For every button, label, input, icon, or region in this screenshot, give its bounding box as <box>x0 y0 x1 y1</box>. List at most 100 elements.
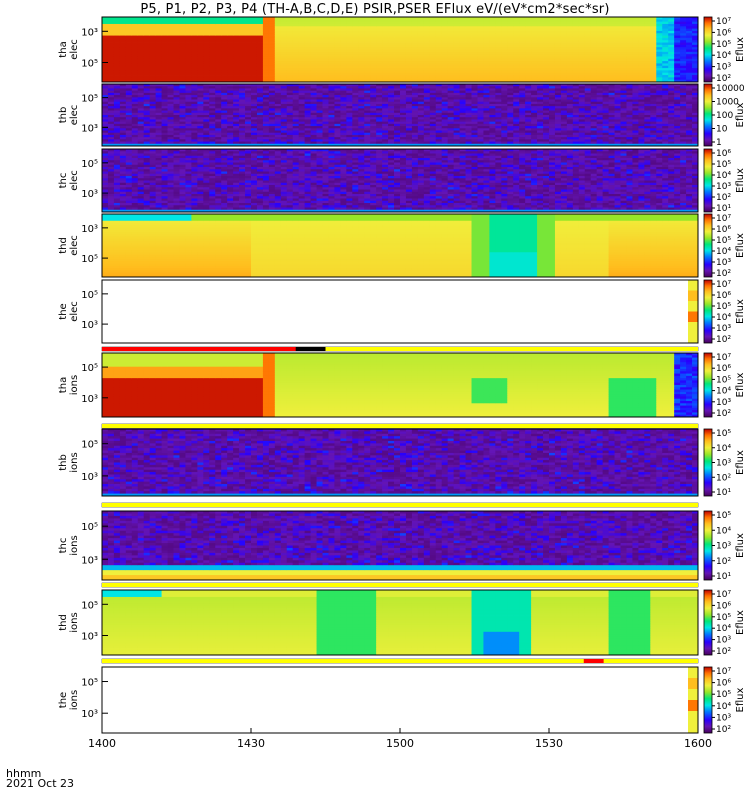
spectrogram-cell <box>334 97 341 100</box>
spectrogram-cell <box>173 112 180 116</box>
spectrogram-cell <box>358 143 365 147</box>
spectrogram-cell <box>650 37 657 41</box>
spectrogram-cell <box>400 19 407 23</box>
spectrogram-cell <box>554 68 562 71</box>
spectrogram-cell <box>519 143 526 147</box>
spectrogram-cell <box>459 28 466 32</box>
spectrogram-cell <box>161 88 168 92</box>
spectrogram-cell <box>310 143 317 147</box>
spectrogram-cell <box>537 126 544 129</box>
spectrogram-cell <box>334 99 341 103</box>
spectrogram-cell <box>149 26 157 30</box>
spectrogram-cell <box>376 30 383 34</box>
spectrogram-cell <box>310 56 317 60</box>
spectrogram-cell <box>674 49 681 53</box>
spectrogram-cell <box>459 23 466 27</box>
spectrogram-cell <box>495 106 502 109</box>
spectrogram-cell <box>149 47 157 50</box>
spectrogram-cell <box>102 117 109 120</box>
spectrogram-cell <box>572 49 580 53</box>
spectrogram-cell <box>537 123 544 127</box>
spectrogram-cell <box>668 77 675 81</box>
spectrogram-cell <box>102 123 109 127</box>
spectrogram-cell <box>405 143 413 147</box>
spectrogram-cell <box>400 126 407 129</box>
spectrogram-cell <box>614 28 621 32</box>
spectrogram-cell <box>137 44 145 48</box>
spectrogram-cell <box>191 61 198 64</box>
spectrogram-cell <box>489 126 496 129</box>
spectrogram-cell <box>531 92 538 96</box>
spectrogram-cell <box>292 68 300 71</box>
spectrogram-cell <box>334 37 341 41</box>
spectrogram-cell <box>364 79 371 83</box>
spectrogram-cell <box>119 86 127 89</box>
spectrogram-cell <box>560 17 568 20</box>
spectrogram-cell <box>376 117 383 120</box>
spectrogram-cell <box>155 92 162 96</box>
spectrogram-cell <box>256 54 264 57</box>
spectrogram-cell <box>435 130 443 134</box>
spectrogram-cell <box>477 108 484 111</box>
spectrogram-cell <box>352 19 359 23</box>
spectrogram-cell <box>435 75 443 78</box>
spectrogram-cell <box>668 65 675 69</box>
spectrogram-cell <box>382 47 389 50</box>
spectrogram-cell <box>501 88 508 92</box>
spectrogram-cell <box>608 49 615 53</box>
spectrogram-cell <box>525 75 532 78</box>
spectrogram-cell <box>113 79 121 83</box>
spectrogram-cell <box>537 90 544 94</box>
spectrogram-cell <box>262 19 270 23</box>
spectrogram-cell <box>608 65 615 69</box>
spectrogram-cell <box>268 117 276 120</box>
spectrogram-cell <box>405 86 413 89</box>
spectrogram-cell <box>507 115 514 118</box>
spectrogram-cell <box>376 77 383 81</box>
spectrogram-cell <box>602 40 609 43</box>
spectrogram-cell <box>501 141 508 145</box>
spectrogram-cell <box>125 70 133 74</box>
spectrogram-cell <box>149 128 157 131</box>
spectrogram-cell <box>638 26 645 30</box>
spectrogram-cell <box>221 79 228 83</box>
spectrogram-cell <box>417 134 425 138</box>
spectrogram-cell <box>620 72 627 76</box>
spectrogram-cell <box>209 51 216 55</box>
spectrogram-cell <box>620 47 627 50</box>
spectrogram-cell <box>191 84 198 87</box>
spectrogram-cell <box>340 99 347 103</box>
spectrogram-cell <box>447 134 455 138</box>
spectrogram-cell <box>525 70 532 74</box>
spectrogram-cell <box>262 56 270 60</box>
spectrogram-cell <box>268 112 276 116</box>
spectrogram-cell <box>471 72 478 76</box>
spectrogram-cell <box>256 61 264 64</box>
spectrogram-cell <box>316 19 323 23</box>
spectrogram-cell <box>334 92 341 96</box>
spectrogram-cell <box>364 123 371 127</box>
spectrogram-cell <box>262 110 270 114</box>
spectrogram-cell <box>310 92 317 96</box>
spectrogram-cell <box>537 88 544 92</box>
spectrogram-cell <box>543 90 550 94</box>
spectrogram-cell <box>692 26 699 30</box>
spectrogram-cell <box>507 42 514 46</box>
spectrogram-cell <box>113 72 121 76</box>
spectrogram-cell <box>358 68 365 71</box>
spectrogram-cell <box>197 121 204 125</box>
spectrogram-cell <box>602 28 609 32</box>
spectrogram-cell <box>221 70 228 74</box>
spectrogram-cell <box>620 17 627 20</box>
spectrogram-cell <box>519 128 526 131</box>
spectrogram-cell <box>507 77 514 81</box>
spectrogram-cell <box>185 77 192 81</box>
spectrogram-cell <box>262 108 270 111</box>
spectrogram-cell <box>125 42 133 46</box>
spectrogram-cell <box>179 17 186 20</box>
spectrogram-cell <box>209 101 216 105</box>
spectrogram-cell <box>429 44 437 48</box>
spectrogram-cell <box>370 106 377 109</box>
spectrogram-cell <box>388 61 395 64</box>
spectrogram-cell <box>525 65 532 69</box>
